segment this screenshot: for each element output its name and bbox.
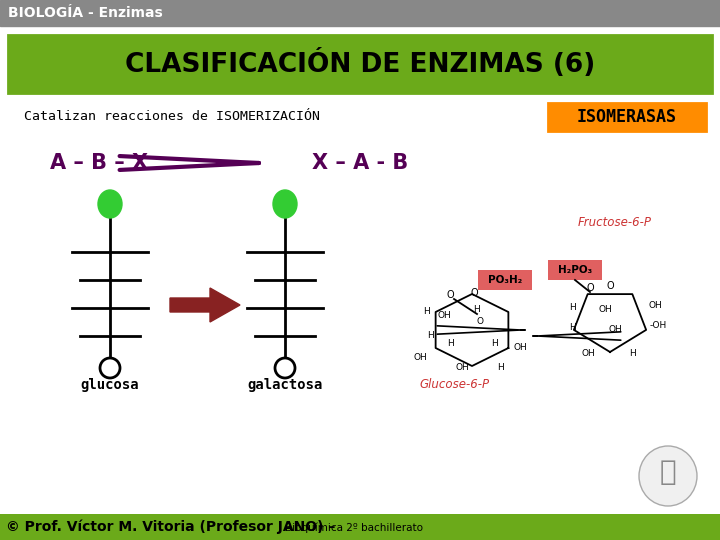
Text: H: H bbox=[446, 340, 454, 348]
Text: CLASIFICACIÓN DE ENZIMAS (6): CLASIFICACIÓN DE ENZIMAS (6) bbox=[125, 50, 595, 78]
Text: Glucose-6-P: Glucose-6-P bbox=[420, 379, 490, 392]
Text: ISOMERASAS: ISOMERASAS bbox=[577, 108, 677, 126]
Bar bbox=[548, 260, 602, 280]
Bar bbox=[8, 35, 712, 93]
Text: A – B – X: A – B – X bbox=[50, 153, 148, 173]
Text: BIOLOGÍA - Enzimas: BIOLOGÍA - Enzimas bbox=[8, 6, 163, 20]
Text: Catalizan reacciones de ISOMERIZACIÓN: Catalizan reacciones de ISOMERIZACIÓN bbox=[24, 111, 320, 124]
Text: © Prof. Víctor M. Vitoria (Profesor JANO) –: © Prof. Víctor M. Vitoria (Profesor JANO… bbox=[6, 519, 341, 534]
Text: 👤: 👤 bbox=[660, 458, 676, 486]
Text: H: H bbox=[569, 303, 575, 313]
Text: -OH: -OH bbox=[649, 321, 667, 329]
Text: H₂PO₃: H₂PO₃ bbox=[558, 265, 592, 275]
Text: H: H bbox=[497, 363, 503, 373]
Text: H: H bbox=[569, 323, 575, 333]
Bar bbox=[0, 514, 720, 540]
Text: O: O bbox=[477, 318, 484, 327]
Text: OH: OH bbox=[437, 310, 451, 320]
Bar bbox=[22, 182, 380, 422]
Text: H: H bbox=[629, 349, 635, 359]
Ellipse shape bbox=[98, 190, 122, 218]
Text: OH: OH bbox=[413, 354, 427, 362]
Text: PO₃H₂: PO₃H₂ bbox=[488, 275, 522, 285]
Bar bbox=[478, 270, 532, 290]
Text: O: O bbox=[446, 290, 454, 300]
Text: H: H bbox=[427, 330, 433, 340]
Bar bbox=[548, 103, 706, 131]
Text: H: H bbox=[423, 307, 431, 316]
Text: glucosa: glucosa bbox=[81, 378, 139, 392]
Circle shape bbox=[100, 358, 120, 378]
Polygon shape bbox=[170, 288, 240, 322]
Text: OH: OH bbox=[598, 306, 612, 314]
Bar bbox=[0, 0, 720, 26]
Text: OH: OH bbox=[455, 363, 469, 373]
Text: OH: OH bbox=[608, 326, 622, 334]
Text: OH: OH bbox=[581, 349, 595, 359]
Bar bbox=[18, 103, 388, 131]
Circle shape bbox=[275, 358, 295, 378]
Text: OH: OH bbox=[513, 343, 527, 353]
Text: O: O bbox=[470, 288, 478, 298]
Text: H: H bbox=[474, 306, 480, 314]
Text: X – A - B: X – A - B bbox=[312, 153, 408, 173]
Text: O: O bbox=[586, 283, 594, 293]
Ellipse shape bbox=[273, 190, 297, 218]
Text: Bioquímica 2º bachillerato: Bioquímica 2º bachillerato bbox=[285, 523, 423, 534]
Text: Fructose-6-P: Fructose-6-P bbox=[578, 215, 652, 228]
Text: OH: OH bbox=[648, 300, 662, 309]
Text: O: O bbox=[606, 281, 614, 291]
Text: H: H bbox=[490, 340, 498, 348]
Text: galactosa: galactosa bbox=[247, 378, 323, 392]
Ellipse shape bbox=[639, 446, 697, 506]
